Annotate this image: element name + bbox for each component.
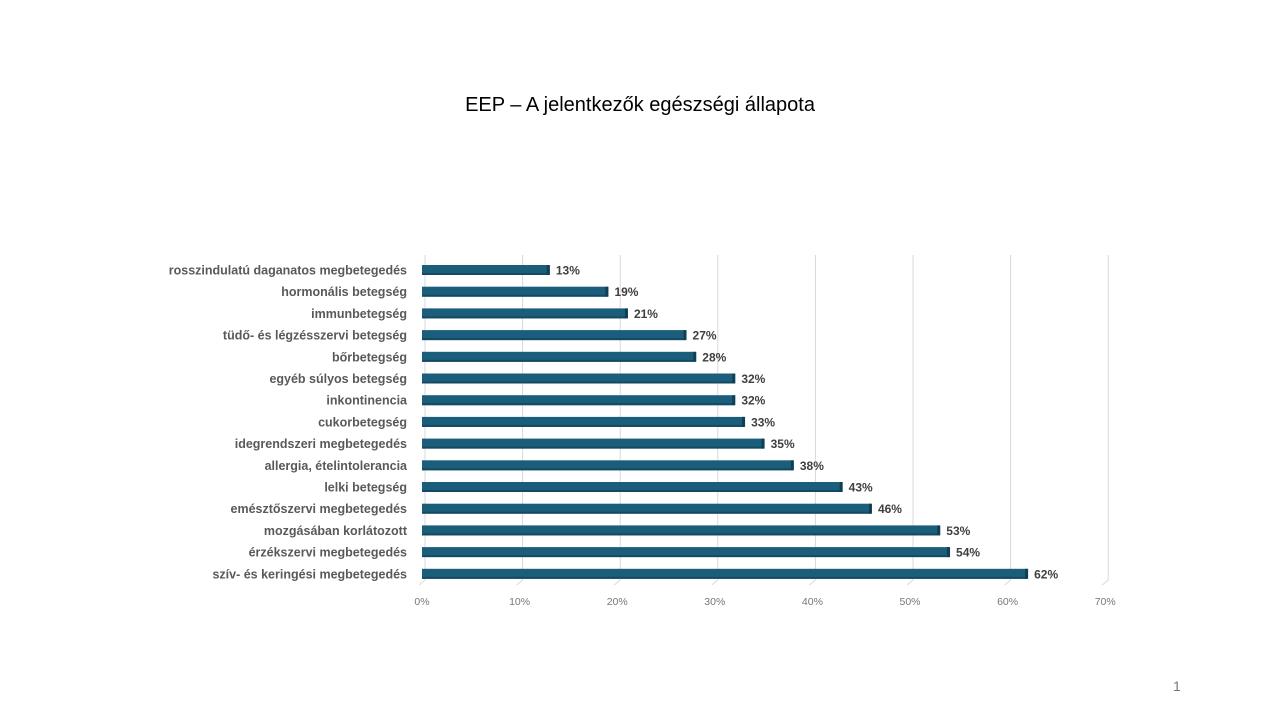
bar-shadow [422, 468, 793, 471]
bar-end [624, 308, 628, 319]
data-label: 54% [956, 546, 980, 560]
bar [422, 460, 793, 471]
bar-end [839, 482, 843, 492]
bar-end [732, 395, 736, 406]
bar-end [605, 286, 609, 297]
bar-end [761, 438, 765, 449]
data-label: 53% [946, 524, 970, 538]
category-label: mozgásában korlátozott [264, 524, 408, 538]
category-label: tüdő- és légzésszervi betegség [223, 329, 407, 343]
x-tick-label: 0% [414, 596, 429, 608]
bar [422, 373, 735, 384]
bar-end [732, 373, 736, 384]
data-label: 21% [634, 307, 658, 321]
bar [422, 503, 871, 514]
category-label: idegrendszeri megbetegedés [235, 437, 407, 451]
bar-shadow [422, 576, 1028, 579]
bar [422, 416, 745, 427]
bar-shadow [422, 294, 608, 297]
data-label: 32% [741, 394, 765, 408]
category-label: rosszindulatú daganatos megbetegedés [169, 264, 407, 278]
bar-end [868, 503, 872, 514]
x-tick-label: 20% [607, 596, 628, 608]
category-label: inkontinencia [326, 394, 408, 408]
data-label: 35% [771, 437, 795, 451]
gridline-floor [809, 579, 816, 586]
bar [422, 547, 950, 558]
gridline-floor [516, 579, 523, 586]
bar [422, 308, 627, 319]
bar-shadow [422, 381, 735, 384]
chart-title: EEP – A jelentkezők egészségi állapota [465, 94, 815, 116]
bar-shadow [422, 446, 764, 449]
bar-shadow [422, 555, 950, 558]
bar-shadow [422, 359, 696, 362]
category-label: immunbetegség [311, 307, 407, 321]
category-label: bőrbetegség [332, 350, 407, 364]
bar-shadow [422, 511, 871, 514]
category-label: egyéb súlyos betegség [269, 372, 407, 386]
gridline-floor [613, 579, 621, 586]
bar-end [742, 416, 746, 427]
category-label: lelki betegség [324, 481, 407, 495]
x-tick-label: 30% [704, 596, 725, 608]
bar-shadow [422, 338, 686, 341]
category-label: érzékszervi megbetegedés [249, 546, 407, 560]
bar [422, 351, 696, 362]
bar [422, 330, 686, 341]
bar-shadow [422, 490, 842, 492]
bar-end [683, 330, 687, 341]
category-label: hormonális betegség [281, 285, 407, 299]
data-label: 28% [702, 350, 726, 364]
data-label: 43% [849, 481, 873, 495]
bar-end [937, 525, 941, 536]
category-label: cukorbetegség [318, 415, 407, 429]
bar-end [693, 351, 697, 362]
gridline-floor [418, 579, 426, 586]
data-label: 62% [1034, 567, 1058, 581]
data-label: 46% [878, 502, 902, 516]
bar [422, 525, 940, 536]
data-label: 19% [614, 285, 638, 299]
page-number: 1 [1173, 678, 1181, 694]
bar-end [790, 460, 794, 471]
data-label: 33% [751, 415, 775, 429]
data-label: 13% [556, 264, 580, 278]
bar-shadow [422, 424, 745, 427]
data-label: 32% [741, 372, 765, 386]
x-tick-label: 70% [1095, 596, 1116, 608]
bar [422, 395, 735, 406]
bar [422, 482, 842, 492]
gridline-floor [711, 579, 719, 586]
bar-shadow [422, 273, 549, 275]
x-tick-label: 60% [997, 596, 1018, 608]
bar-end [1025, 568, 1029, 579]
x-tick-label: 50% [899, 596, 920, 608]
x-tick-label: 10% [509, 596, 530, 608]
category-label: szív- és keringési megbetegedés [212, 567, 407, 581]
bar-shadow [422, 316, 627, 319]
data-label: 27% [693, 329, 717, 343]
category-label: allergia, ételintolerancia [265, 459, 408, 473]
bar [422, 286, 608, 297]
bar [422, 265, 549, 275]
category-label: emésztőszervi megbetegedés [231, 502, 408, 516]
bar-end [947, 547, 951, 558]
data-label: 38% [800, 459, 824, 473]
gridline-floor [1101, 579, 1109, 586]
bar-shadow [422, 533, 940, 536]
bar [422, 568, 1028, 579]
bar-shadow [422, 403, 735, 406]
gridline-floor [1004, 579, 1011, 586]
bar-end [546, 265, 550, 275]
x-tick-label: 40% [802, 596, 823, 608]
gridline-floor [906, 579, 914, 586]
bar [422, 438, 764, 449]
